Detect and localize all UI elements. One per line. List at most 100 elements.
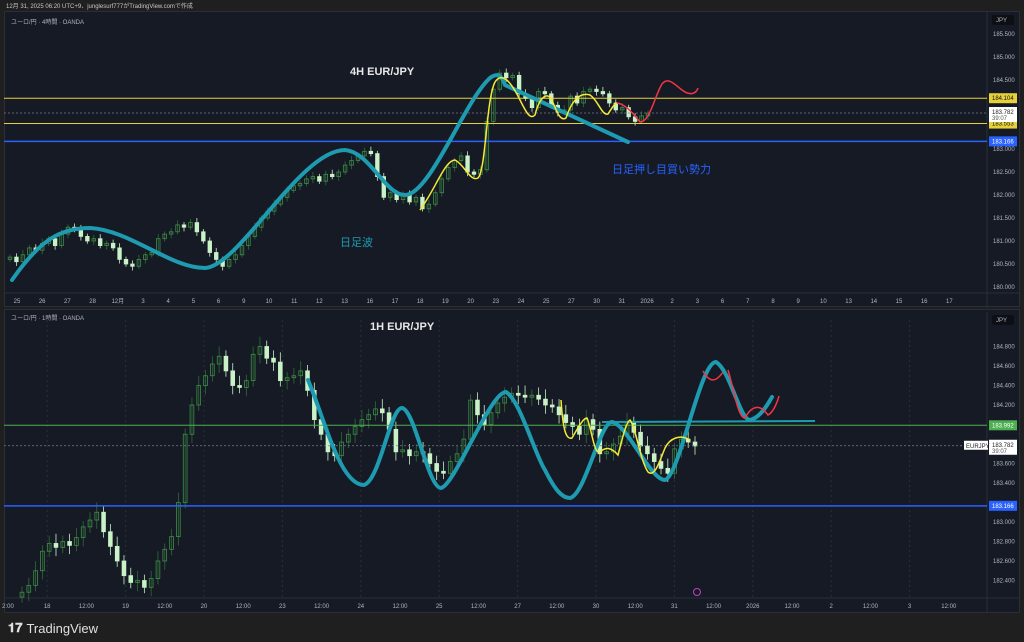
- x-tick-label: 23: [492, 299, 499, 305]
- chart-panel-1h[interactable]: ユーロ/円 · 1時間 · OANDA: [4, 309, 1020, 613]
- candle: [465, 155, 470, 173]
- daily-wave-label: 日足波: [340, 236, 373, 249]
- x-tick-label: 18: [417, 299, 424, 305]
- candle: [135, 580, 140, 583]
- candle: [239, 245, 245, 256]
- candle: [626, 107, 631, 118]
- candle: [393, 428, 399, 453]
- price-level-badge: [989, 420, 1017, 431]
- y-tick-label: 181.500: [993, 216, 1015, 222]
- brand-name: TradingView: [26, 620, 99, 636]
- y-tick-label: 184.500: [993, 78, 1015, 84]
- countdown-label: 39:07: [992, 116, 1008, 122]
- price-level-label: 183.166: [992, 139, 1014, 145]
- candle: [366, 414, 371, 421]
- candle: [604, 451, 609, 455]
- candle: [310, 176, 316, 180]
- price-level-badge: [989, 500, 1017, 511]
- candle: [162, 233, 167, 240]
- candle: [271, 357, 276, 363]
- x-tick-label: 2026: [640, 299, 654, 305]
- chart-panel-4h[interactable]: ユーロ/円 · 4時間 · OANDA: [4, 11, 1020, 307]
- candle: [346, 433, 351, 443]
- currency-badge: [992, 315, 1014, 325]
- candle: [216, 355, 222, 365]
- candle: [250, 353, 256, 382]
- x-tick-label: 26: [39, 299, 46, 305]
- x-tick-label: 23: [279, 604, 286, 610]
- candle: [510, 75, 515, 79]
- candle: [433, 192, 438, 205]
- candle: [426, 203, 432, 210]
- x-tick-label: 2026: [746, 604, 760, 610]
- candle: [121, 560, 127, 577]
- candle: [458, 155, 464, 161]
- x-tick-label: 12:00: [392, 604, 408, 610]
- x-tick-label: 5: [192, 299, 196, 305]
- candle: [349, 160, 354, 166]
- candle: [352, 426, 358, 435]
- y-tick-label: 180.500: [993, 262, 1015, 268]
- candle: [101, 511, 106, 533]
- x-tick-label: 11: [291, 299, 298, 305]
- footer: 𝟏𝟕 TradingView: [8, 620, 98, 636]
- candle: [226, 258, 232, 267]
- candle: [148, 578, 154, 588]
- price-level-badge: [989, 93, 1017, 104]
- countdown-label: 39:07: [992, 449, 1008, 455]
- candle: [323, 173, 328, 182]
- x-tick-label: 12:00: [157, 604, 173, 610]
- candle: [284, 377, 290, 382]
- candle: [110, 242, 116, 249]
- x-tick-label: 12: [316, 299, 323, 305]
- y-tick-label: 183.400: [993, 481, 1015, 487]
- x-tick-label: 20: [201, 604, 208, 610]
- x-tick-label: 13: [341, 299, 348, 305]
- event-marker-icon[interactable]: [693, 588, 701, 596]
- candle: [380, 408, 385, 414]
- x-tick-label: 3: [696, 299, 700, 305]
- candle: [407, 449, 412, 457]
- candle: [46, 543, 52, 552]
- candle: [230, 370, 236, 386]
- candle: [201, 231, 206, 242]
- symbol-badge: [964, 440, 988, 450]
- candle: [237, 385, 242, 388]
- x-tick-label: 27: [568, 299, 575, 305]
- price-level-label: 183.992: [992, 423, 1014, 429]
- x-tick-label: 25: [543, 299, 550, 305]
- last-price-label: 183.782: [992, 110, 1014, 116]
- candle: [658, 461, 664, 469]
- x-tick-label: 6: [721, 299, 725, 305]
- candle: [381, 176, 386, 198]
- x-tick-label: 20: [467, 299, 474, 305]
- currency-label: JPY: [996, 318, 1007, 324]
- candle: [149, 252, 154, 256]
- tradingview-logo-icon: 𝟏𝟕: [8, 620, 23, 635]
- candle: [188, 222, 193, 228]
- candle: [196, 385, 202, 406]
- hourly-wave-drawing: [306, 359, 774, 501]
- candle: [330, 173, 335, 178]
- x-tick-label: 17: [392, 299, 399, 305]
- x-tick-label: 15: [896, 299, 903, 305]
- candle: [114, 545, 120, 562]
- candle: [52, 238, 58, 246]
- x-tick-label: 13: [845, 299, 852, 305]
- x-tick-label: 12:00: [79, 604, 95, 610]
- x-tick-label: 2: [671, 299, 675, 305]
- x-tick-label: 16: [921, 299, 928, 305]
- candle: [471, 171, 477, 175]
- x-tick-label: 19: [122, 604, 129, 610]
- daily-dip-buying-label: 日足押し目買い勢力: [612, 162, 711, 176]
- candle: [104, 242, 109, 247]
- candle: [91, 238, 96, 242]
- candle: [475, 399, 480, 416]
- candle: [20, 254, 26, 263]
- candle: [14, 256, 19, 263]
- candle: [176, 502, 181, 538]
- daily-wave-drawing: [10, 73, 507, 282]
- y-tick-label: 182.800: [993, 540, 1015, 546]
- candle: [448, 461, 453, 474]
